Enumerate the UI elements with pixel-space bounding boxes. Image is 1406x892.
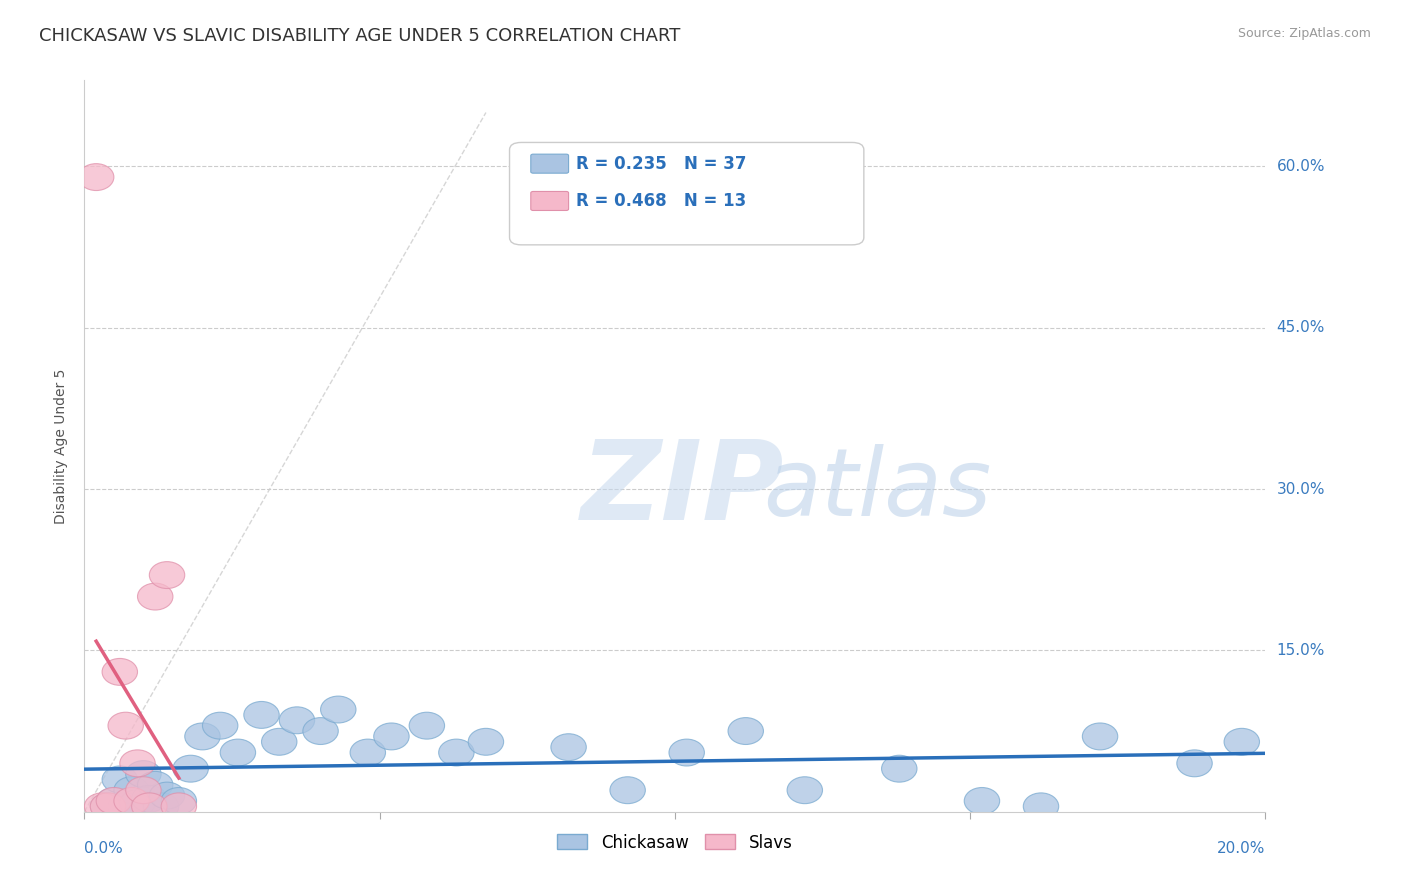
Text: R = 0.468   N = 13: R = 0.468 N = 13: [575, 192, 747, 210]
Ellipse shape: [468, 729, 503, 756]
Ellipse shape: [439, 739, 474, 766]
Ellipse shape: [787, 777, 823, 804]
Ellipse shape: [138, 583, 173, 610]
Text: ZIP: ZIP: [581, 436, 785, 543]
Ellipse shape: [409, 712, 444, 739]
Ellipse shape: [350, 739, 385, 766]
Ellipse shape: [96, 788, 132, 814]
Ellipse shape: [132, 785, 167, 813]
Ellipse shape: [374, 723, 409, 750]
Ellipse shape: [103, 658, 138, 685]
Ellipse shape: [125, 761, 162, 788]
Ellipse shape: [79, 163, 114, 191]
Ellipse shape: [103, 766, 138, 793]
Ellipse shape: [610, 777, 645, 804]
Legend: Chickasaw, Slavs: Chickasaw, Slavs: [551, 827, 799, 858]
Ellipse shape: [965, 788, 1000, 814]
Ellipse shape: [90, 793, 125, 820]
Ellipse shape: [90, 793, 125, 820]
Ellipse shape: [120, 750, 155, 777]
FancyBboxPatch shape: [531, 154, 568, 173]
Text: 45.0%: 45.0%: [1277, 320, 1324, 335]
Text: Source: ZipAtlas.com: Source: ZipAtlas.com: [1237, 27, 1371, 40]
Y-axis label: Disability Age Under 5: Disability Age Under 5: [55, 368, 69, 524]
FancyBboxPatch shape: [531, 192, 568, 211]
Ellipse shape: [551, 734, 586, 761]
Ellipse shape: [96, 788, 132, 814]
Ellipse shape: [184, 723, 221, 750]
FancyBboxPatch shape: [509, 143, 863, 244]
Ellipse shape: [302, 717, 339, 745]
Ellipse shape: [1083, 723, 1118, 750]
Ellipse shape: [162, 793, 197, 820]
Ellipse shape: [114, 788, 149, 814]
Ellipse shape: [114, 777, 149, 804]
Ellipse shape: [149, 782, 184, 809]
Ellipse shape: [108, 712, 143, 739]
Ellipse shape: [221, 739, 256, 766]
Ellipse shape: [120, 789, 155, 816]
Text: atlas: atlas: [763, 444, 991, 535]
Ellipse shape: [149, 562, 184, 589]
Text: 30.0%: 30.0%: [1277, 482, 1324, 497]
Ellipse shape: [728, 717, 763, 745]
Ellipse shape: [108, 793, 143, 820]
Ellipse shape: [882, 756, 917, 782]
Ellipse shape: [1024, 793, 1059, 820]
Ellipse shape: [669, 739, 704, 766]
Ellipse shape: [1177, 750, 1212, 777]
Ellipse shape: [132, 793, 167, 820]
Ellipse shape: [262, 729, 297, 756]
Ellipse shape: [321, 696, 356, 723]
Text: 60.0%: 60.0%: [1277, 159, 1324, 174]
Text: 0.0%: 0.0%: [84, 841, 124, 856]
Ellipse shape: [125, 777, 162, 804]
Ellipse shape: [138, 772, 173, 798]
Ellipse shape: [84, 793, 120, 820]
Ellipse shape: [173, 756, 208, 782]
Text: R = 0.235   N = 37: R = 0.235 N = 37: [575, 154, 747, 173]
Text: CHICKASAW VS SLAVIC DISABILITY AGE UNDER 5 CORRELATION CHART: CHICKASAW VS SLAVIC DISABILITY AGE UNDER…: [39, 27, 681, 45]
Text: 15.0%: 15.0%: [1277, 643, 1324, 658]
Ellipse shape: [243, 701, 280, 729]
Ellipse shape: [162, 788, 197, 814]
Ellipse shape: [280, 706, 315, 734]
Ellipse shape: [143, 793, 179, 820]
Ellipse shape: [1225, 729, 1260, 756]
Ellipse shape: [202, 712, 238, 739]
Text: 20.0%: 20.0%: [1218, 841, 1265, 856]
